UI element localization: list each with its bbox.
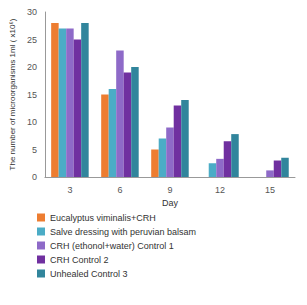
svg-text:15: 15 <box>265 185 275 195</box>
svg-text:6: 6 <box>117 185 122 195</box>
svg-text:9: 9 <box>167 185 172 195</box>
svg-text:12: 12 <box>215 185 225 195</box>
svg-text:Eucalyptus viminalis+CRH: Eucalyptus viminalis+CRH <box>50 213 156 223</box>
svg-text:10: 10 <box>27 117 37 127</box>
svg-text:20: 20 <box>27 62 37 72</box>
svg-text:Day: Day <box>162 198 179 208</box>
svg-text:CRH Control 2: CRH Control 2 <box>50 255 109 265</box>
svg-text:15: 15 <box>27 90 37 100</box>
svg-text:3: 3 <box>67 185 72 195</box>
svg-text:25: 25 <box>27 35 37 45</box>
svg-text:30: 30 <box>27 7 37 17</box>
svg-text:The number of microorganisms 1: The number of microorganisms 1ml ( x10⁶) <box>8 18 17 170</box>
svg-text:5: 5 <box>32 145 37 155</box>
svg-text:Salve dressing with peruvian b: Salve dressing with peruvian balsam <box>50 227 196 237</box>
svg-text:CRH (ethonol+water) Control 1: CRH (ethonol+water) Control 1 <box>50 241 174 251</box>
svg-text:0: 0 <box>32 172 37 182</box>
svg-text:Unhealed Control 3: Unhealed Control 3 <box>50 269 128 279</box>
